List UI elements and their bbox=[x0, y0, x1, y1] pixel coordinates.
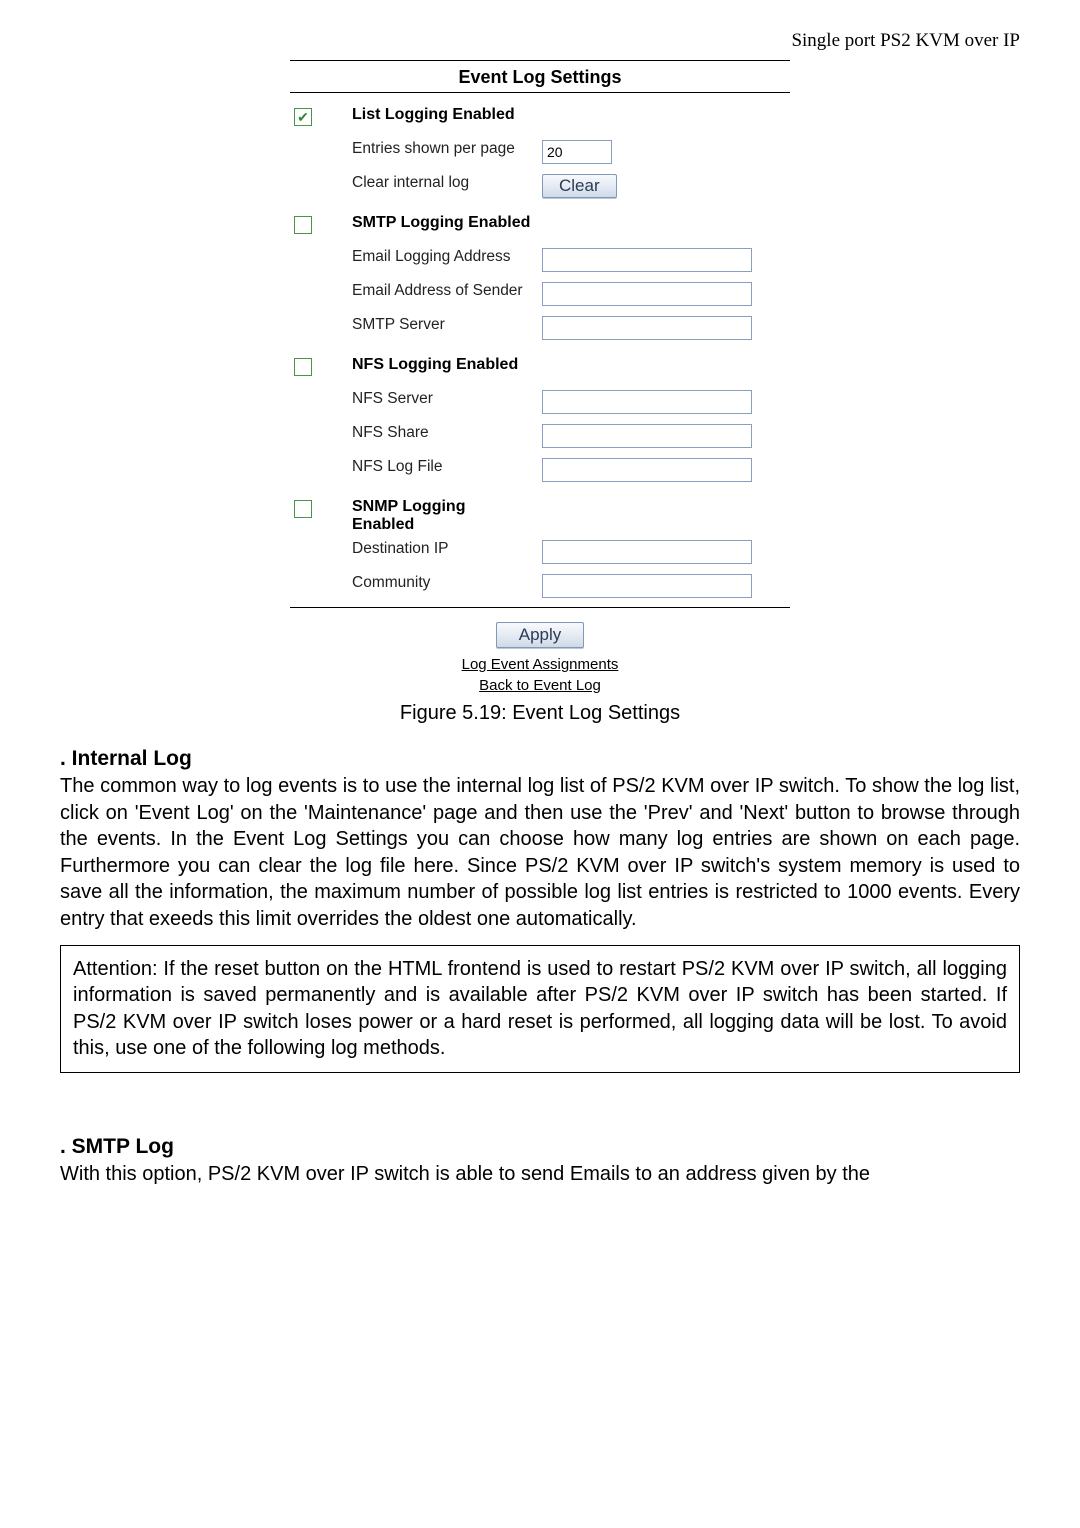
internal-log-title: . Internal Log bbox=[60, 747, 1020, 771]
page-header: Single port PS2 KVM over IP bbox=[60, 30, 1020, 52]
email-sender-label: Email Address of Sender bbox=[352, 282, 542, 300]
smtp-log-title: . SMTP Log bbox=[60, 1135, 1020, 1159]
nfs-server-input[interactable] bbox=[542, 390, 752, 414]
figure-caption: Figure 5.19: Event Log Settings bbox=[60, 694, 1020, 741]
smtp-server-input[interactable] bbox=[542, 316, 752, 340]
nfs-logfile-label: NFS Log File bbox=[352, 458, 542, 476]
destination-ip-label: Destination IP bbox=[352, 540, 542, 558]
event-log-settings-panel: Event Log Settings ✔ List Logging Enable… bbox=[290, 60, 790, 694]
email-sender-input[interactable] bbox=[542, 282, 752, 306]
attention-box: Attention: If the reset button on the HT… bbox=[60, 945, 1020, 1073]
list-logging-checkbox[interactable]: ✔ bbox=[294, 108, 312, 126]
apply-button[interactable]: Apply bbox=[496, 622, 585, 648]
destination-ip-input[interactable] bbox=[542, 540, 752, 564]
nfs-logfile-input[interactable] bbox=[542, 458, 752, 482]
internal-log-body: The common way to log events is to use t… bbox=[60, 773, 1020, 933]
entries-per-page-label: Entries shown per page bbox=[352, 140, 542, 158]
nfs-share-input[interactable] bbox=[542, 424, 752, 448]
smtp-logging-checkbox[interactable] bbox=[294, 216, 312, 234]
email-logging-address-input[interactable] bbox=[542, 248, 752, 272]
nfs-logging-checkbox[interactable] bbox=[294, 358, 312, 376]
smtp-logging-section: SMTP Logging Enabled Email Logging Addre… bbox=[290, 207, 790, 349]
back-to-event-log-link[interactable]: Back to Event Log bbox=[479, 677, 601, 694]
clear-button[interactable]: Clear bbox=[542, 174, 617, 198]
clear-internal-log-label: Clear internal log bbox=[352, 174, 542, 192]
community-label: Community bbox=[352, 574, 542, 592]
nfs-share-label: NFS Share bbox=[352, 424, 542, 442]
entries-per-page-input[interactable] bbox=[542, 140, 612, 164]
list-logging-section: ✔ List Logging Enabled Entries shown per… bbox=[290, 99, 790, 207]
panel-title: Event Log Settings bbox=[290, 61, 790, 92]
smtp-logging-heading: SMTP Logging Enabled bbox=[352, 214, 542, 232]
log-event-assignments-link[interactable]: Log Event Assignments bbox=[462, 656, 619, 673]
list-logging-heading: List Logging Enabled bbox=[352, 106, 542, 124]
community-input[interactable] bbox=[542, 574, 752, 598]
nfs-logging-heading: NFS Logging Enabled bbox=[352, 356, 542, 374]
nfs-server-label: NFS Server bbox=[352, 390, 542, 408]
smtp-log-body: With this option, PS/2 KVM over IP switc… bbox=[60, 1161, 1020, 1188]
nfs-logging-section: NFS Logging Enabled NFS Server NFS Share… bbox=[290, 349, 790, 491]
snmp-logging-heading: SNMP Logging Enabled bbox=[352, 498, 542, 534]
email-logging-address-label: Email Logging Address bbox=[352, 248, 542, 266]
snmp-logging-checkbox[interactable] bbox=[294, 500, 312, 518]
snmp-logging-section: SNMP Logging Enabled Destination IP Comm… bbox=[290, 491, 790, 607]
smtp-server-label: SMTP Server bbox=[352, 316, 542, 334]
